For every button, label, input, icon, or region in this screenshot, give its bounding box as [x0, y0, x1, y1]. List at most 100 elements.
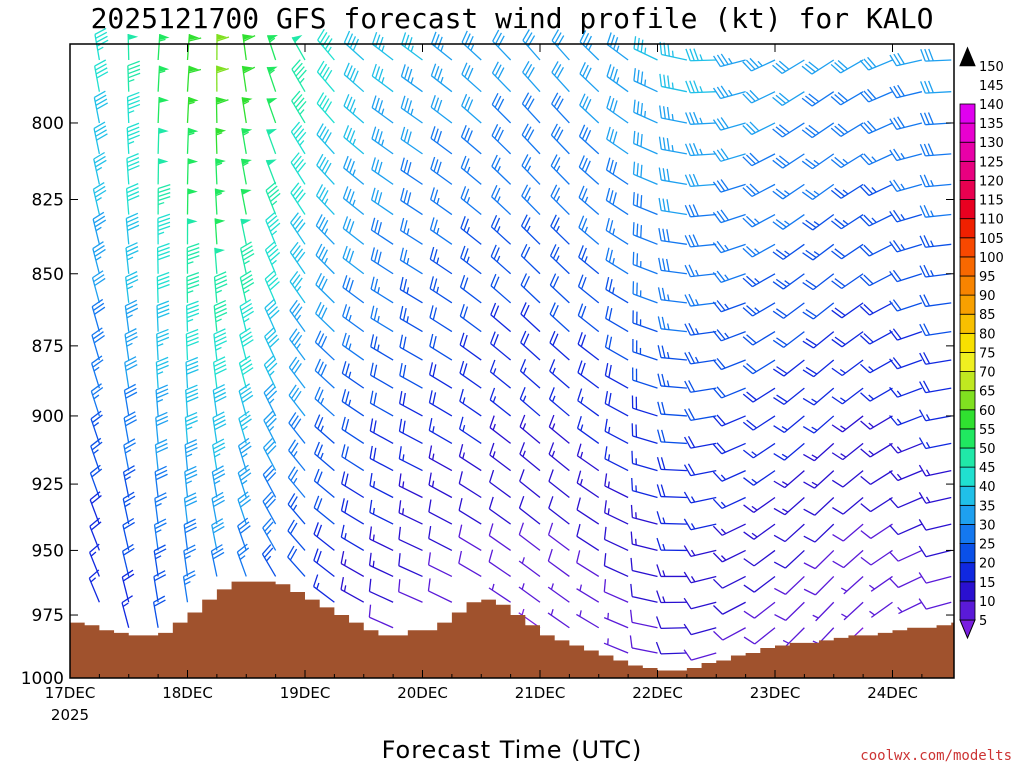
wind-barb [488, 583, 511, 603]
wind-barb [238, 355, 254, 389]
colorbar-swatch [959, 160, 976, 181]
wind-barb [859, 120, 893, 135]
wind-barb [489, 359, 512, 389]
wind-barb [684, 234, 717, 248]
wind-barb [548, 442, 570, 472]
wind-barb [712, 470, 746, 482]
x-tick-label: 22DEC [632, 684, 683, 702]
wind-barb [369, 362, 394, 389]
wind-barb [657, 316, 687, 333]
wind-barb [343, 125, 365, 155]
wind-barb [657, 345, 687, 361]
wind-barb [287, 466, 306, 498]
wind-barb [399, 217, 423, 245]
wind-barb [919, 235, 952, 248]
wind-barb [742, 183, 776, 198]
wind-barb [658, 136, 687, 155]
wind-barb [683, 491, 717, 504]
wind-barb [156, 300, 170, 332]
y-tick-label: 925 [32, 475, 64, 495]
wind-barb [918, 598, 952, 610]
wind-barb [579, 62, 600, 93]
wind-barb [831, 387, 864, 405]
wind-barb [211, 491, 225, 525]
y-tick-label: 825 [32, 191, 64, 211]
wind-barb [713, 601, 746, 615]
wind-barb [398, 446, 423, 472]
wind-barb [831, 243, 864, 260]
wind-barb [94, 27, 109, 61]
colorbar-tick-label: 110 [979, 213, 1004, 228]
wind-barb [398, 500, 423, 525]
colorbar-tick-label: 40 [979, 480, 996, 495]
wind-barb [186, 158, 199, 185]
wind-barb [340, 524, 365, 551]
wind-barb [577, 303, 600, 333]
wind-barb [712, 496, 746, 509]
credit-link[interactable]: coolwx.com/modelts [860, 748, 1012, 764]
wind-barb [315, 272, 335, 304]
colorbar-tick-label: 150 [979, 60, 1004, 75]
colorbar-swatch [959, 275, 976, 296]
wind-barb [186, 65, 202, 92]
wind-barb [154, 438, 169, 471]
colorbar-swatch [959, 409, 976, 430]
wind-barb [459, 388, 482, 417]
wind-barb [186, 127, 199, 154]
wind-barb [518, 557, 541, 577]
wind-barb [712, 117, 746, 131]
colorbar-swatch [959, 256, 976, 277]
wind-barb [154, 465, 168, 498]
colorbar-tick-label: 30 [979, 518, 996, 533]
colorbar-tick-label: 145 [979, 79, 1004, 94]
wind-barb [860, 415, 893, 430]
wind-barb [489, 469, 512, 499]
wind-barb [91, 327, 105, 361]
y-tick-label: 1000 [21, 669, 64, 689]
wind-barb [743, 496, 776, 513]
wind-barb [427, 552, 453, 578]
wind-barb [341, 416, 365, 444]
wind-barb [551, 61, 570, 93]
wind-barb [743, 523, 776, 540]
wind-barb [576, 416, 600, 444]
wind-barb [315, 301, 335, 333]
wind-barb [712, 179, 746, 193]
wind-barb [685, 80, 717, 94]
wind-barb [428, 499, 453, 525]
wind-barb [548, 387, 570, 417]
wind-barb [860, 523, 893, 539]
wind-barb [242, 34, 256, 61]
wind-barb [655, 641, 687, 655]
wind-barb [488, 523, 511, 551]
wind-barb [93, 151, 107, 185]
wind-barb [368, 604, 394, 629]
wind-barb [290, 182, 306, 215]
wind-barb [832, 549, 864, 569]
wind-barb [742, 359, 776, 375]
wind-barb [212, 411, 227, 444]
wind-barb [90, 383, 104, 417]
wind-barb [550, 214, 570, 245]
wind-barb [263, 355, 278, 389]
colorbar-tick-label: 80 [979, 327, 996, 342]
wind-barb [658, 228, 687, 245]
wind-barb [578, 124, 600, 155]
wind-barb [315, 184, 335, 215]
wind-barb [157, 158, 169, 185]
wind-barb [918, 519, 952, 531]
wind-barb [287, 493, 306, 525]
wind-barb [398, 391, 423, 417]
wind-barb [658, 197, 687, 216]
wind-barb [490, 302, 512, 333]
wind-barb [803, 576, 835, 596]
y-axis: 800 825 850 875 900 925 950 975 1000 [21, 114, 954, 689]
wind-barb [313, 522, 335, 551]
colorbar-swatch [959, 562, 976, 583]
x-tick-label: 23DEC [750, 684, 801, 702]
wind-barb [124, 299, 139, 332]
wind-barb [90, 410, 103, 444]
wind-barb [215, 127, 227, 154]
wind-barb [186, 188, 198, 215]
wind-barb [889, 328, 923, 341]
